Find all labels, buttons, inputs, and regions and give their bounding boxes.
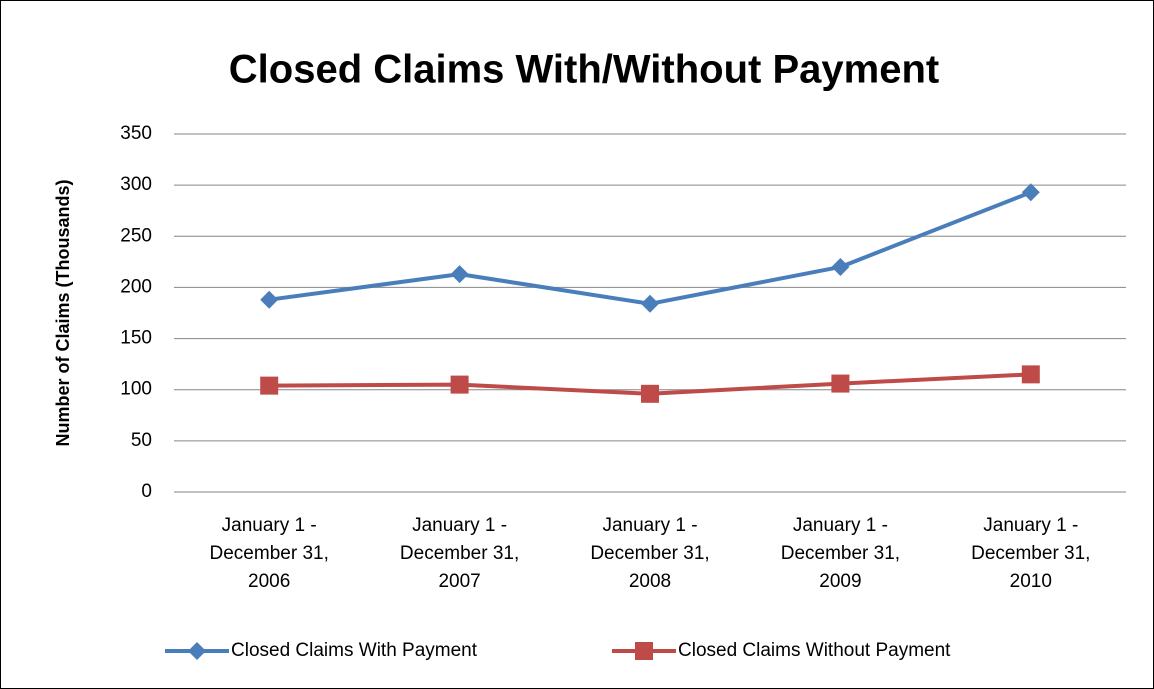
- data-point: [831, 374, 850, 393]
- x-tick-label: January 1 - December 31, 2007: [399, 515, 520, 592]
- legend-label: Closed Claims Without Payment: [678, 640, 951, 661]
- y-tick-label: 150: [120, 328, 152, 349]
- x-tick-label: January 1 - December 31, 2008: [590, 515, 710, 592]
- y-tick-label: 350: [120, 123, 152, 144]
- data-point: [450, 265, 469, 284]
- data-point: [641, 384, 659, 403]
- data-point: [450, 375, 469, 394]
- data-point: [641, 294, 659, 313]
- x-tick-label: January 1 - December 31, 2009: [780, 515, 901, 592]
- legend-marker: [188, 642, 206, 660]
- y-tick-label: 0: [141, 481, 152, 502]
- data-point: [260, 376, 279, 395]
- data-point: [1021, 365, 1040, 384]
- y-axis-label: Number of Claims (Thousands): [53, 179, 73, 446]
- chart-title: Closed Claims With/Without Payment: [229, 48, 939, 92]
- x-tick-label: January 1 - December 31, 2006: [209, 515, 329, 592]
- y-tick-label: 200: [120, 276, 152, 297]
- legend-label: Closed Claims With Payment: [231, 640, 478, 661]
- y-tick-label: 50: [131, 430, 152, 451]
- y-tick-label: 300: [120, 174, 152, 195]
- y-tick-label: 100: [120, 379, 152, 400]
- data-point: [831, 257, 850, 276]
- y-tick-label: 250: [120, 225, 152, 246]
- x-tick-label: January 1 - December 31, 2010: [971, 515, 1091, 592]
- data-point: [260, 290, 279, 309]
- data-point: [1021, 183, 1040, 202]
- legend-marker: [635, 642, 653, 660]
